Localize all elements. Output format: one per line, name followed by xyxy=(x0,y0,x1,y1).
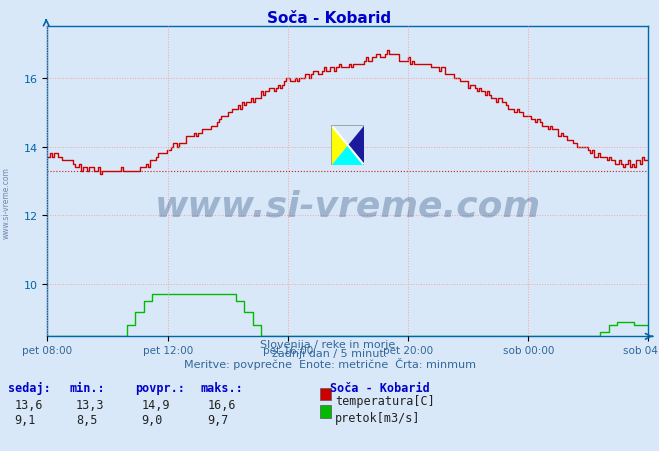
Text: 9,0: 9,0 xyxy=(142,414,163,427)
Text: www.si-vreme.com: www.si-vreme.com xyxy=(155,189,541,223)
Text: zadnji dan / 5 minut.: zadnji dan / 5 minut. xyxy=(272,348,387,358)
Text: 13,6: 13,6 xyxy=(14,398,43,411)
Text: sedaj:: sedaj: xyxy=(8,381,51,394)
Text: temperatura[C]: temperatura[C] xyxy=(335,394,434,407)
Text: www.si-vreme.com: www.si-vreme.com xyxy=(2,167,11,239)
Text: Soča - Kobarid: Soča - Kobarid xyxy=(330,381,429,394)
Text: Soča - Kobarid: Soča - Kobarid xyxy=(268,11,391,26)
Text: Meritve: povprečne  Enote: metrične  Črta: minmum: Meritve: povprečne Enote: metrične Črta:… xyxy=(183,357,476,369)
Text: 9,1: 9,1 xyxy=(14,414,36,427)
Text: 9,7: 9,7 xyxy=(208,414,229,427)
Text: Slovenija / reke in morje.: Slovenija / reke in morje. xyxy=(260,339,399,349)
Text: pretok[m3/s]: pretok[m3/s] xyxy=(335,411,420,424)
Text: 8,5: 8,5 xyxy=(76,414,97,427)
Text: 13,3: 13,3 xyxy=(76,398,104,411)
Polygon shape xyxy=(331,126,348,166)
Text: 16,6: 16,6 xyxy=(208,398,236,411)
Text: min.:: min.: xyxy=(69,381,105,394)
Text: 14,9: 14,9 xyxy=(142,398,170,411)
Polygon shape xyxy=(348,126,364,166)
Polygon shape xyxy=(331,146,364,166)
Text: maks.:: maks.: xyxy=(201,381,244,394)
Text: povpr.:: povpr.: xyxy=(135,381,185,394)
